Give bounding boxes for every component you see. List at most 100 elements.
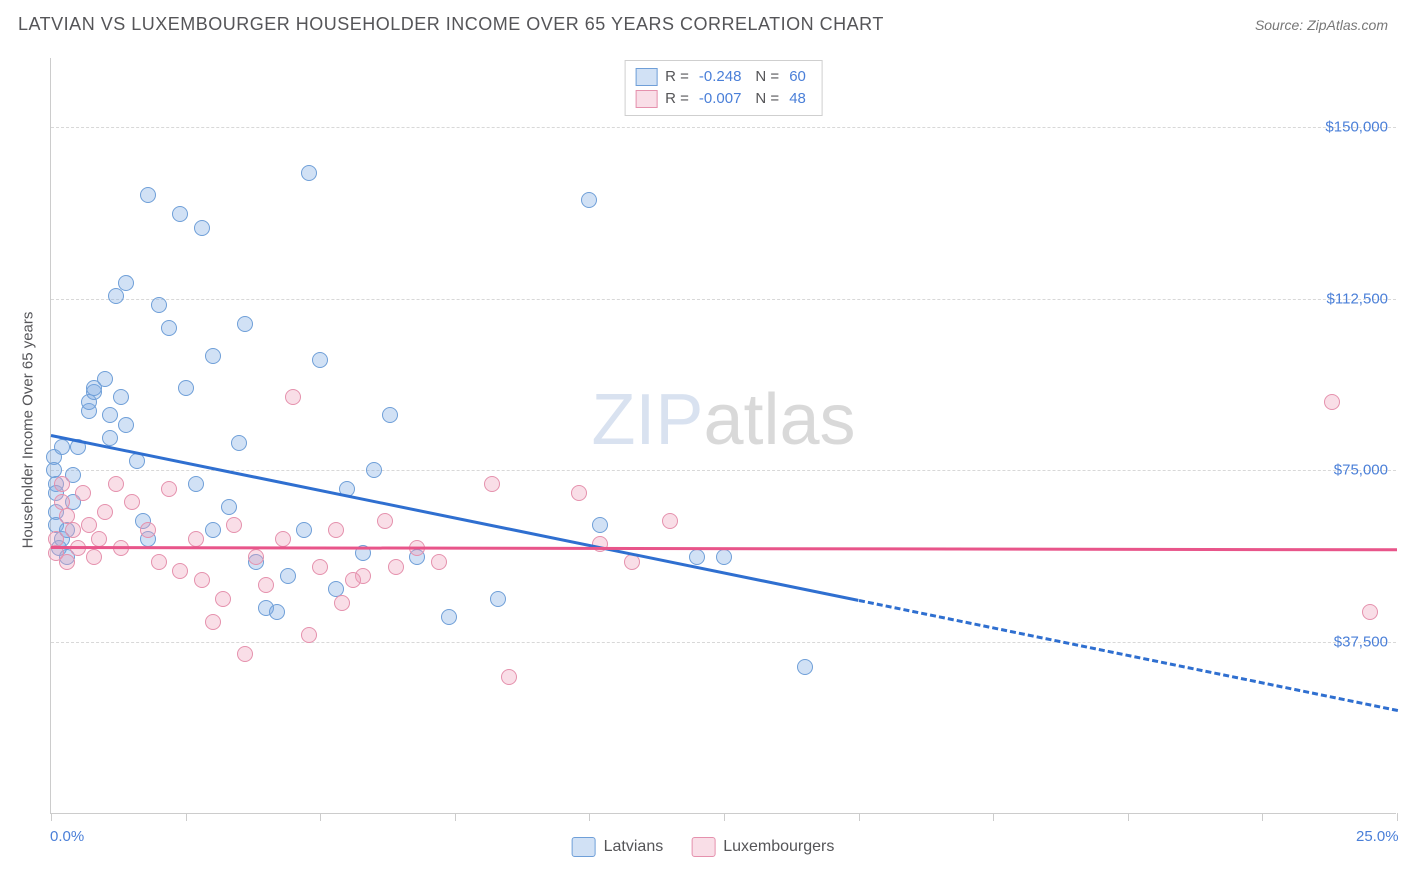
trend-line xyxy=(858,599,1397,712)
data-point xyxy=(188,531,204,547)
data-point xyxy=(431,554,447,570)
data-point xyxy=(65,522,81,538)
data-point xyxy=(205,522,221,538)
data-point xyxy=(388,559,404,575)
data-point xyxy=(194,572,210,588)
data-point xyxy=(221,499,237,515)
data-point xyxy=(248,549,264,565)
source-prefix: Source: xyxy=(1255,17,1307,33)
data-point xyxy=(97,504,113,520)
n-value-latvians: 60 xyxy=(789,66,806,88)
chart-header: LATVIAN VS LUXEMBOURGER HOUSEHOLDER INCO… xyxy=(18,14,1388,35)
n-value-luxembourgers: 48 xyxy=(789,88,806,110)
x-tick xyxy=(859,813,860,821)
r-label: R = xyxy=(665,88,689,110)
r-value-latvians: -0.248 xyxy=(699,66,742,88)
data-point xyxy=(172,206,188,222)
legend-item-latvians: Latvians xyxy=(572,836,664,858)
correlation-legend: R = -0.248 N = 60 R = -0.007 N = 48 xyxy=(624,60,823,116)
watermark: ZIPatlas xyxy=(591,379,855,461)
data-point xyxy=(108,288,124,304)
swatch-latvians xyxy=(635,68,657,86)
trend-line xyxy=(51,434,859,602)
data-point xyxy=(215,591,231,607)
x-tick xyxy=(1128,813,1129,821)
data-point xyxy=(231,435,247,451)
data-point xyxy=(81,517,97,533)
grid-line xyxy=(51,470,1396,471)
data-point xyxy=(86,380,102,396)
n-label: N = xyxy=(755,66,779,88)
legend-label-luxembourgers: Luxembourgers xyxy=(723,836,834,858)
data-point xyxy=(484,476,500,492)
r-value-luxembourgers: -0.007 xyxy=(699,88,742,110)
data-point xyxy=(441,609,457,625)
corr-row-latvians: R = -0.248 N = 60 xyxy=(635,66,812,88)
data-point xyxy=(194,220,210,236)
source-name: ZipAtlas.com xyxy=(1307,17,1388,33)
y-tick-label: $112,500 xyxy=(1327,290,1388,307)
legend-swatch-luxembourgers xyxy=(691,837,715,857)
data-point xyxy=(118,275,134,291)
data-point xyxy=(59,554,75,570)
data-point xyxy=(334,595,350,611)
data-point xyxy=(226,517,242,533)
chart-source: Source: ZipAtlas.com xyxy=(1255,17,1388,33)
x-tick-label: 25.0% xyxy=(1356,828,1399,845)
data-point xyxy=(258,577,274,593)
data-point xyxy=(377,513,393,529)
x-tick xyxy=(1397,813,1398,821)
x-tick xyxy=(589,813,590,821)
x-tick xyxy=(1262,813,1263,821)
data-point xyxy=(108,476,124,492)
data-point xyxy=(102,407,118,423)
data-point xyxy=(296,522,312,538)
data-point xyxy=(269,604,285,620)
x-tick xyxy=(455,813,456,821)
data-point xyxy=(178,380,194,396)
data-point xyxy=(301,627,317,643)
data-point xyxy=(237,316,253,332)
data-point xyxy=(490,591,506,607)
grid-line xyxy=(51,127,1396,128)
data-point xyxy=(140,522,156,538)
legend-swatch-latvians xyxy=(572,837,596,857)
data-point xyxy=(86,549,102,565)
data-point xyxy=(1362,604,1378,620)
data-point xyxy=(54,476,70,492)
data-point xyxy=(151,297,167,313)
data-point xyxy=(285,389,301,405)
chart-title: LATVIAN VS LUXEMBOURGER HOUSEHOLDER INCO… xyxy=(18,14,884,35)
data-point xyxy=(161,320,177,336)
data-point xyxy=(118,417,134,433)
data-point xyxy=(501,669,517,685)
data-point xyxy=(716,549,732,565)
data-point xyxy=(581,192,597,208)
grid-line xyxy=(51,299,1396,300)
x-tick-label: 0.0% xyxy=(50,828,84,845)
data-point xyxy=(140,187,156,203)
data-point xyxy=(102,430,118,446)
data-point xyxy=(237,646,253,662)
swatch-luxembourgers xyxy=(635,90,657,108)
data-point xyxy=(345,572,361,588)
data-point xyxy=(205,348,221,364)
data-point xyxy=(592,517,608,533)
data-point xyxy=(172,563,188,579)
data-point xyxy=(280,568,296,584)
data-point xyxy=(662,513,678,529)
watermark-part2: atlas xyxy=(703,380,855,460)
data-point xyxy=(312,559,328,575)
data-point xyxy=(571,485,587,501)
data-point xyxy=(1324,394,1340,410)
y-axis-title: Householder Income Over 65 years xyxy=(20,312,37,549)
data-point xyxy=(124,494,140,510)
data-point xyxy=(328,522,344,538)
x-tick xyxy=(186,813,187,821)
data-point xyxy=(205,614,221,630)
data-point xyxy=(275,531,291,547)
grid-line xyxy=(51,642,1396,643)
data-point xyxy=(366,462,382,478)
data-point xyxy=(188,476,204,492)
data-point xyxy=(91,531,107,547)
